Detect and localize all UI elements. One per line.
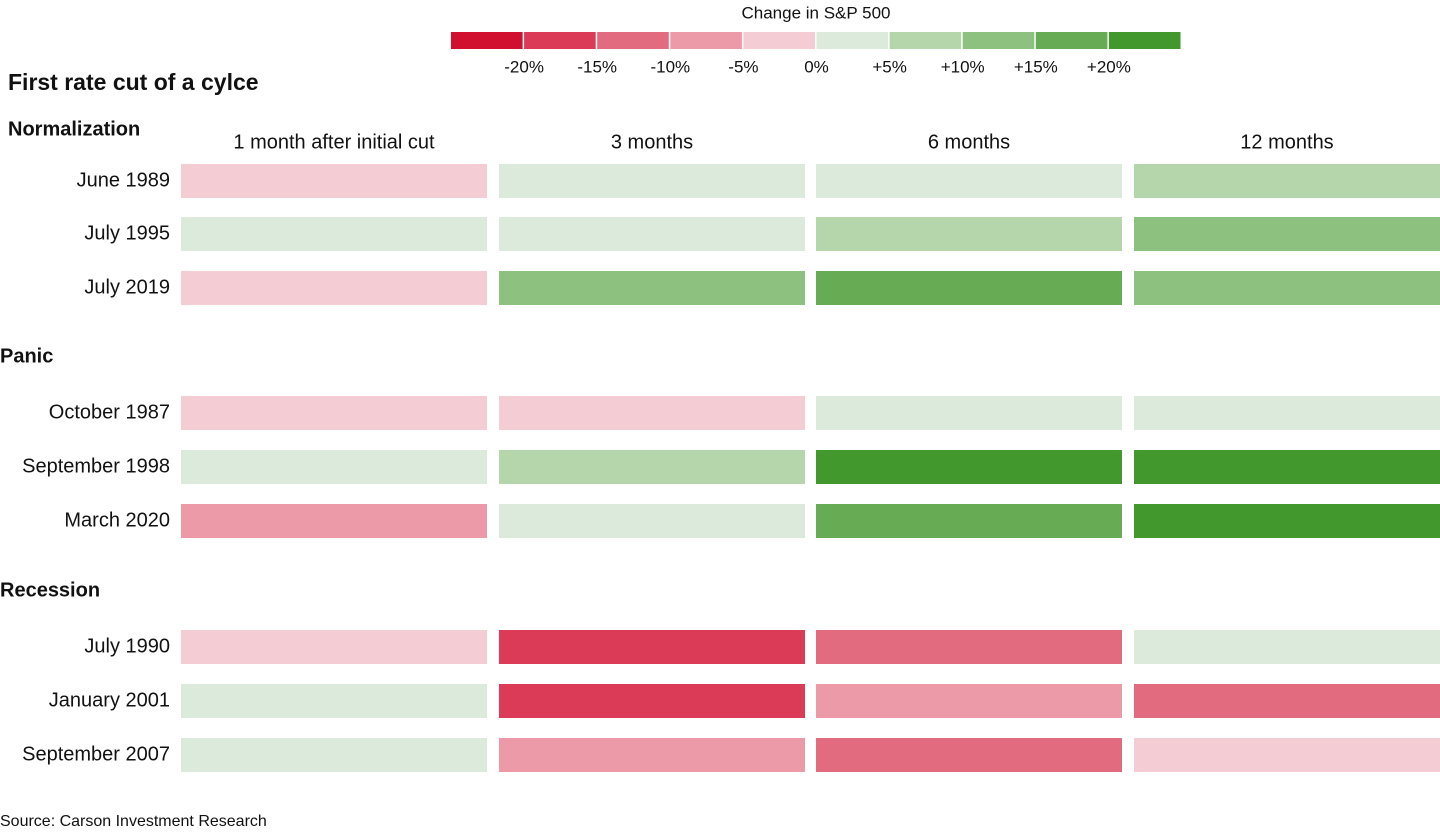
heat-cell (181, 684, 487, 718)
heat-cell (499, 630, 805, 664)
legend-swatch (1035, 32, 1108, 49)
column-header: 3 months (611, 131, 693, 153)
heat-cell (499, 164, 805, 198)
legend-tick-label: +15% (1014, 57, 1058, 76)
heat-cell (181, 504, 487, 538)
row-label: September 2007 (22, 743, 170, 765)
row-label: March 2020 (64, 509, 170, 531)
row-label: July 1995 (84, 222, 170, 244)
legend-tick-label: +10% (941, 57, 985, 76)
heat-cell (1134, 684, 1440, 718)
heat-cell (816, 450, 1122, 484)
legend-title: Change in S&P 500 (741, 3, 890, 22)
heat-cell (499, 738, 805, 772)
heat-cell (499, 504, 805, 538)
legend-swatch (962, 32, 1035, 49)
heat-cell (181, 450, 487, 484)
heat-cell (816, 684, 1122, 718)
column-header: 6 months (928, 131, 1010, 153)
legend-tick-label: -15% (577, 57, 617, 76)
heat-cell (181, 630, 487, 664)
group-label: Recession (0, 579, 100, 601)
heat-cell (1134, 396, 1440, 430)
row-label: January 2001 (49, 689, 170, 711)
legend-swatch (451, 32, 523, 49)
heat-cell (181, 271, 487, 305)
heat-cell (1134, 630, 1440, 664)
row-label: September 1998 (22, 455, 170, 477)
row-label: July 2019 (84, 276, 170, 298)
legend-swatch (816, 32, 889, 49)
heat-cell (816, 217, 1122, 251)
legend-swatch (524, 32, 596, 49)
chart-title: First rate cut of a cylce (8, 69, 259, 95)
heat-cell (1134, 504, 1440, 538)
legend-swatch (670, 32, 742, 49)
heat-cell (181, 738, 487, 772)
heat-cell (1134, 450, 1440, 484)
heat-cell (499, 450, 805, 484)
legend-tick-label: +20% (1087, 57, 1131, 76)
column-header: 1 month after initial cut (233, 131, 435, 153)
heat-cell (816, 271, 1122, 305)
legend-tick-label: -10% (650, 57, 690, 76)
heat-cell (499, 684, 805, 718)
group-label: Normalization (8, 118, 140, 140)
heat-cell (816, 396, 1122, 430)
heat-cell (1134, 271, 1440, 305)
heat-cell (816, 504, 1122, 538)
heat-cell (181, 217, 487, 251)
heat-cell (499, 217, 805, 251)
legend-swatch (743, 32, 815, 49)
row-label: June 1989 (77, 169, 170, 191)
heat-cell (499, 271, 805, 305)
heat-cell (816, 630, 1122, 664)
group-label: Panic (0, 345, 53, 367)
heat-cell (1134, 164, 1440, 198)
heat-cell (816, 164, 1122, 198)
legend-tick-label: -20% (504, 57, 544, 76)
heat-cell (1134, 217, 1440, 251)
row-label: October 1987 (49, 401, 170, 423)
legend-swatch (889, 32, 962, 49)
heat-cell (816, 738, 1122, 772)
heat-cell (181, 164, 487, 198)
legend-tick-label: -5% (728, 57, 758, 76)
legend-swatch (597, 32, 669, 49)
row-label: July 1990 (84, 635, 170, 657)
heat-cell (499, 396, 805, 430)
heat-cell (181, 396, 487, 430)
column-header: 12 months (1240, 131, 1333, 153)
legend-swatch (1108, 32, 1181, 49)
legend-tick-label: +5% (872, 57, 907, 76)
source: Source: Carson Investment Research (0, 813, 267, 830)
legend-tick-label: 0% (804, 57, 829, 76)
heat-cell (1134, 738, 1440, 772)
